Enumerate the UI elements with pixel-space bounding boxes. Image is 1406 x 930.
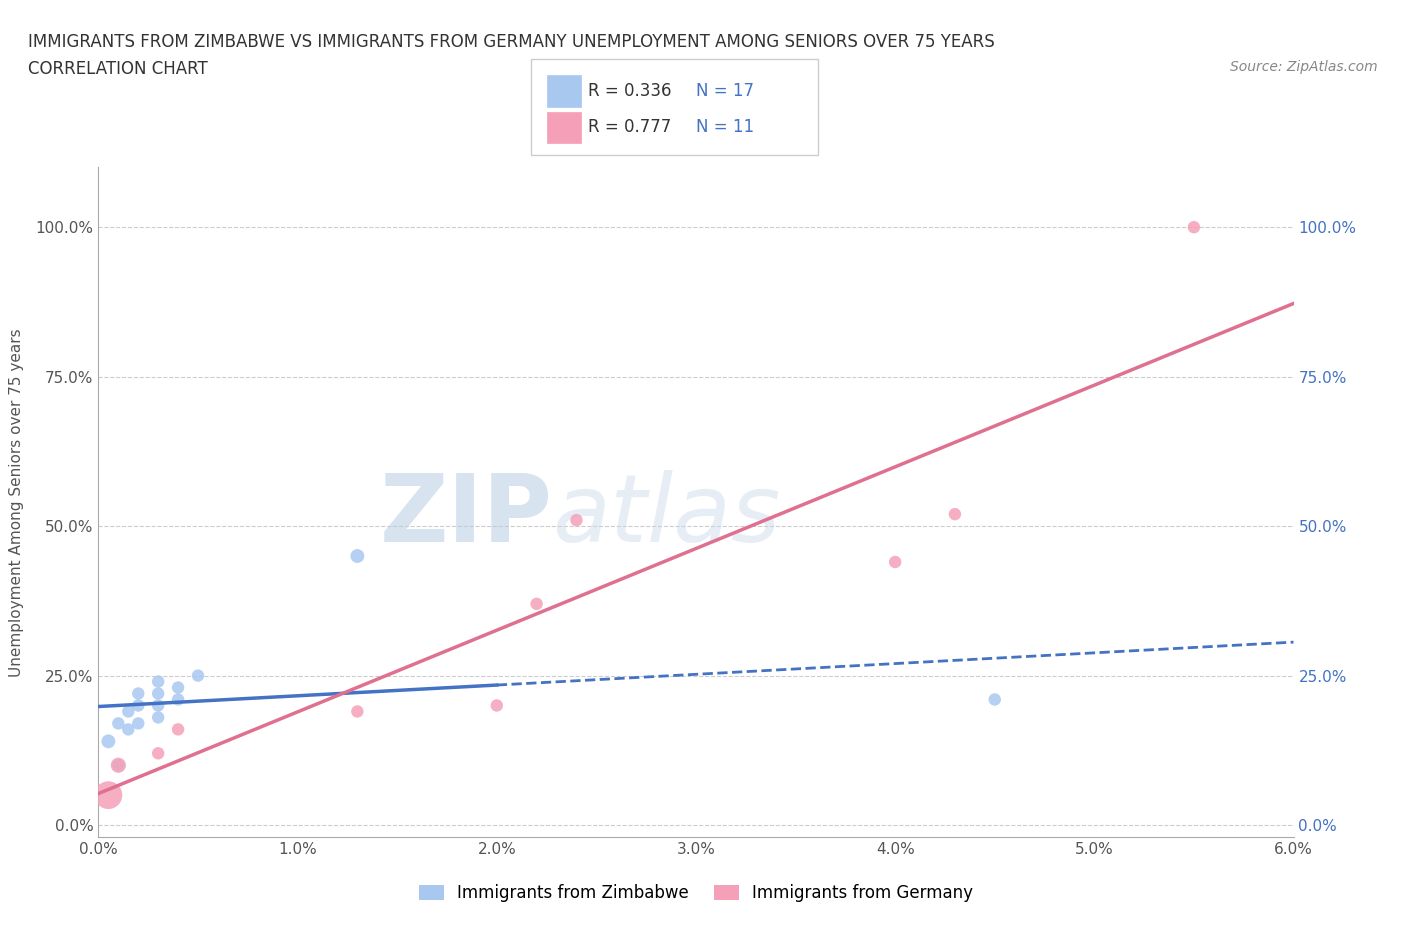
Point [1182, 219, 1205, 234]
Point [127, 686, 149, 701]
Text: Source: ZipAtlas.com: Source: ZipAtlas.com [1230, 60, 1378, 74]
Point [485, 698, 508, 713]
Point [97, 788, 120, 803]
Text: R = 0.336: R = 0.336 [588, 82, 671, 100]
Point [127, 698, 149, 713]
Text: IMMIGRANTS FROM ZIMBABWE VS IMMIGRANTS FROM GERMANY UNEMPLOYMENT AMONG SENIORS O: IMMIGRANTS FROM ZIMBABWE VS IMMIGRANTS F… [28, 33, 995, 50]
Point [107, 758, 129, 773]
Point [117, 722, 139, 737]
Point [148, 674, 170, 689]
Text: CORRELATION CHART: CORRELATION CHART [28, 60, 208, 78]
Point [107, 758, 129, 773]
Text: ZIP: ZIP [380, 470, 553, 562]
Text: N = 11: N = 11 [696, 118, 754, 137]
Point [148, 698, 170, 713]
Point [167, 722, 190, 737]
Text: N = 17: N = 17 [696, 82, 754, 100]
Point [117, 704, 139, 719]
Point [346, 549, 368, 564]
Text: atlas: atlas [553, 470, 780, 561]
Point [127, 716, 149, 731]
Point [148, 746, 170, 761]
Legend: Immigrants from Zimbabwe, Immigrants from Germany: Immigrants from Zimbabwe, Immigrants fro… [412, 878, 980, 909]
Text: R = 0.777: R = 0.777 [588, 118, 671, 137]
Point [97, 734, 120, 749]
Point [167, 680, 190, 695]
Y-axis label: Unemployment Among Seniors over 75 years: Unemployment Among Seniors over 75 years [10, 328, 24, 676]
Point [565, 512, 588, 527]
Point [984, 692, 1007, 707]
Point [526, 596, 548, 611]
Point [148, 686, 170, 701]
Point [884, 554, 907, 569]
Point [167, 692, 190, 707]
Point [148, 710, 170, 724]
Point [187, 668, 209, 683]
Point [107, 716, 129, 731]
Point [943, 507, 966, 522]
Point [346, 704, 368, 719]
